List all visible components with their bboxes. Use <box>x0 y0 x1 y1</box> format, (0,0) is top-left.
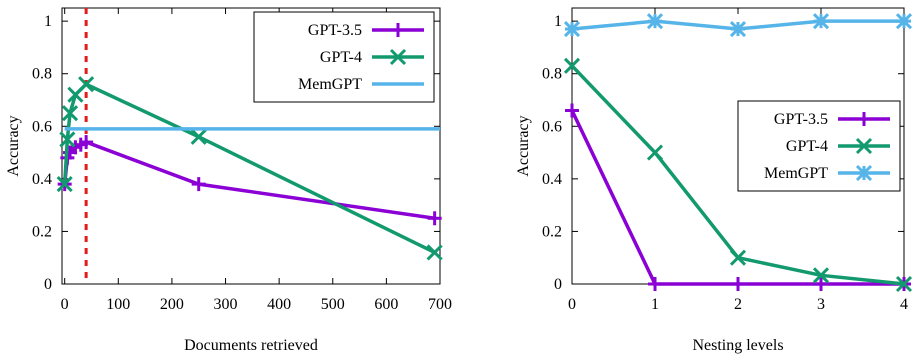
series-line <box>62 140 435 221</box>
legend-item: GPT-3.5 <box>308 22 424 39</box>
data-point <box>61 105 79 122</box>
data-point <box>895 13 913 30</box>
y-tick-label: 0.8 <box>32 66 52 83</box>
y-tick-label: 1 <box>554 13 562 30</box>
x-tick-label: 4 <box>900 296 908 313</box>
y-tick-label: 0 <box>44 276 52 293</box>
legend-label: GPT-3.5 <box>308 22 362 39</box>
x-tick-label: 100 <box>106 296 130 313</box>
y-tick-label: 0 <box>554 276 562 293</box>
data-point <box>729 249 747 266</box>
data-point <box>648 277 662 291</box>
x-tick-label: 2 <box>734 296 742 313</box>
data-point <box>895 275 913 293</box>
legend-item: MemGPT <box>764 164 890 182</box>
data-point <box>729 20 747 38</box>
series-gpt-3-5 <box>57 135 442 226</box>
y-tick-label: 0.6 <box>542 118 562 135</box>
x-tick-label: 0 <box>568 296 576 313</box>
x-axis-label: Nesting levels <box>692 337 783 354</box>
y-axis-label: Accuracy <box>515 115 532 176</box>
legend-item: GPT-4 <box>786 137 890 155</box>
data-point <box>563 57 581 74</box>
data-point <box>79 135 94 150</box>
y-tick-label: 1 <box>44 13 52 30</box>
series-gpt-3-5 <box>565 103 911 291</box>
chart-panel-2: 0 0.2 0.4 0.6 0.8 1 0 1 2 3 4 Nesting levels Accurac… <box>515 7 913 354</box>
chart-panel-1: 0 0.2 0.4 0.6 0.8 1 0 100 200 300 400 500 600 700 Docu… <box>5 7 452 354</box>
legend-label: GPT-4 <box>320 49 362 66</box>
x-tick-label: 700 <box>428 296 452 313</box>
x-tick-label: 500 <box>321 296 345 313</box>
data-point <box>191 177 206 192</box>
data-point <box>427 211 442 226</box>
y-axis-label: Accuracy <box>5 115 22 176</box>
data-point <box>563 20 581 38</box>
legend-item: MemGPT <box>298 76 424 93</box>
legend: GPT-3.5 GPT-4 MemGPT <box>737 100 901 192</box>
legend-label: MemGPT <box>764 165 828 182</box>
data-point <box>56 176 73 193</box>
legend-label: GPT-3.5 <box>774 111 828 128</box>
legend-label: MemGPT <box>298 76 362 93</box>
y-tick-label: 0.8 <box>542 66 562 83</box>
data-point <box>731 277 745 291</box>
series-memgpt <box>563 13 913 38</box>
legend-item: GPT-4 <box>320 48 424 66</box>
x-tick-label: 3 <box>817 296 825 313</box>
data-point <box>78 76 95 93</box>
y-tick-label: 0.6 <box>32 118 52 135</box>
legend-item: GPT-3.5 <box>774 111 890 128</box>
legend-label: GPT-4 <box>786 138 828 155</box>
y-tick-label: 0.4 <box>32 171 52 188</box>
series-gpt-4 <box>563 57 913 293</box>
data-point <box>59 131 76 148</box>
data-point <box>190 128 207 145</box>
x-tick-label: 1 <box>651 296 659 313</box>
x-tick-label: 600 <box>374 296 398 313</box>
data-point <box>565 103 579 118</box>
data-point <box>646 144 664 161</box>
y-tick-label: 0.4 <box>542 171 562 188</box>
legend: GPT-3.5 GPT-4 MemGPT <box>253 11 435 103</box>
data-point <box>426 244 443 261</box>
series-gpt-4 <box>56 76 443 261</box>
x-tick-label: 400 <box>267 296 291 313</box>
x-tick-label: 200 <box>160 296 184 313</box>
y-tick-label: 0.2 <box>542 223 562 240</box>
data-point <box>646 13 664 30</box>
x-tick-label: 300 <box>214 296 238 313</box>
series-line <box>62 82 436 255</box>
x-axis-label: Documents retrieved <box>184 337 318 354</box>
y-tick-label: 0.2 <box>32 223 52 240</box>
data-point <box>814 277 828 291</box>
data-point <box>812 267 830 284</box>
data-point <box>812 13 830 30</box>
x-tick-label: 0 <box>61 296 69 313</box>
